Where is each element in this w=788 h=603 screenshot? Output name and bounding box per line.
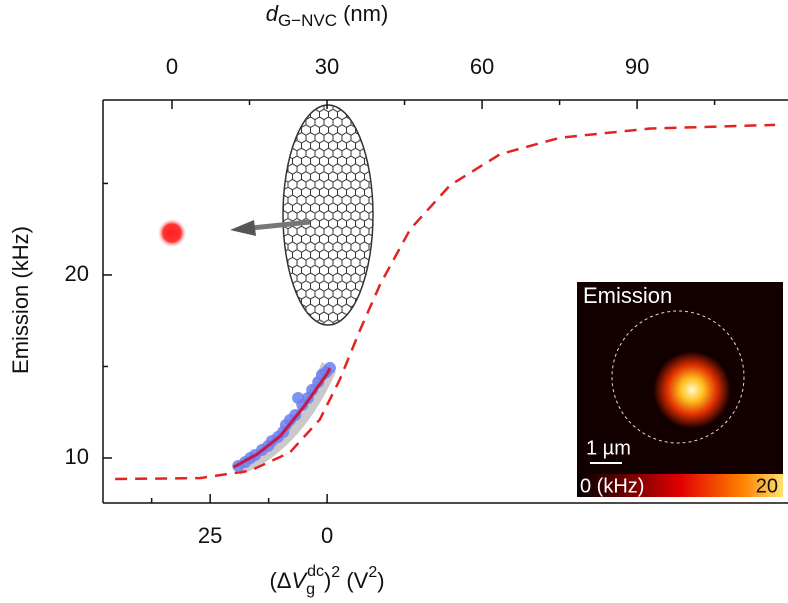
- label-part: dc: [307, 563, 324, 580]
- label-part: 2: [331, 564, 340, 581]
- label-part: (Δ: [269, 568, 291, 593]
- arrow: [230, 219, 311, 236]
- colorbar-min-label: 0 (kHz): [580, 475, 644, 497]
- label-part: (nm): [337, 1, 388, 26]
- x2-tick-label: 25: [198, 523, 222, 548]
- y-tick-label: 10: [65, 444, 89, 469]
- x-axis-bottom-label: (ΔVgdc)2 (V2): [269, 563, 384, 598]
- colorbar: [577, 474, 783, 497]
- label-part: d: [266, 1, 279, 26]
- series-line: [115, 123, 776, 481]
- label-part: V: [291, 568, 308, 593]
- x-tick-label: 90: [625, 54, 649, 79]
- x-axis-top-label: dG−NVC (nm): [266, 1, 389, 31]
- dashed-circle: [611, 310, 745, 444]
- label-part: 2: [368, 564, 377, 581]
- x-tick-label: 0: [166, 54, 178, 79]
- emission-spot: [654, 352, 730, 428]
- x-tick-label: 60: [470, 54, 494, 79]
- inset-title: Emission: [583, 283, 672, 308]
- scale-bar-label: 1 µm: [586, 437, 631, 459]
- colorbar-max-label: 20: [756, 475, 778, 497]
- axes: [102, 99, 788, 504]
- inset: Emission 1 µm 0 (kHz) 20: [577, 282, 783, 497]
- nv-center-dot: [157, 218, 187, 248]
- label-part: G−NVC: [278, 11, 337, 30]
- label-part: g: [306, 581, 315, 598]
- x2-tick-label: 0: [321, 523, 333, 548]
- label-part: (V: [340, 568, 368, 593]
- data-point: [323, 361, 336, 374]
- x-tick-label: 30: [315, 54, 339, 79]
- label-part: ): [324, 568, 331, 593]
- label-part: ): [377, 568, 384, 593]
- series-line: [232, 367, 332, 469]
- y-tick-label: 20: [65, 261, 89, 286]
- y-axis-label: Emission (kHz): [8, 226, 33, 374]
- graphene-sheet: [282, 104, 374, 326]
